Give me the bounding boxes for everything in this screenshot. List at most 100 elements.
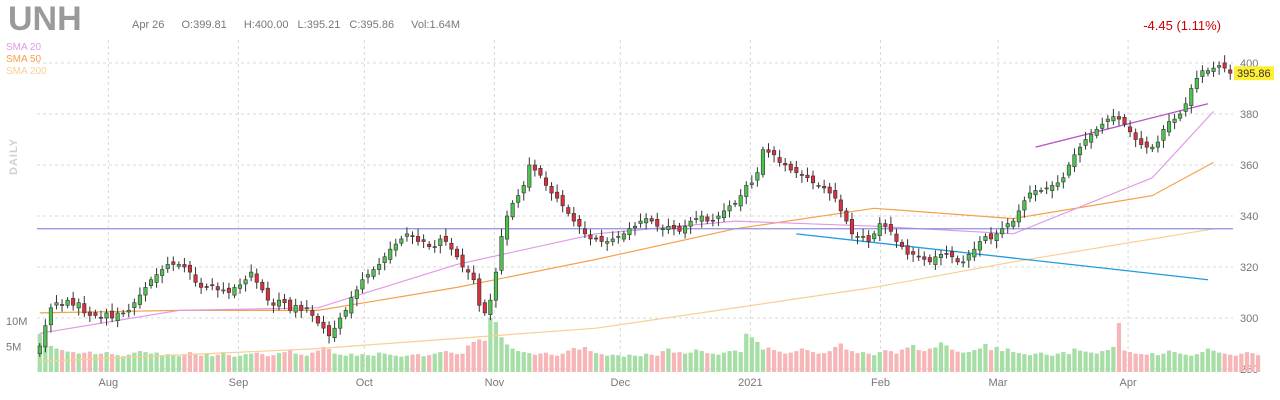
candle-body	[938, 253, 943, 258]
volume-tick-label: 10M	[6, 316, 27, 328]
volume-bar	[1089, 352, 1094, 372]
candle-body	[421, 239, 426, 242]
candle-body	[505, 215, 510, 240]
volume-bar	[866, 353, 871, 372]
volume-bar	[1061, 352, 1066, 372]
volume-bar	[1239, 353, 1244, 372]
candle-body	[916, 255, 921, 258]
candle-body	[816, 185, 821, 187]
volume-bar	[799, 348, 804, 372]
volume-bar	[593, 353, 599, 372]
candle-body	[149, 279, 154, 286]
volume-bar	[532, 354, 537, 372]
candle-body	[232, 287, 237, 296]
candle-body	[710, 219, 715, 222]
candle-body	[260, 281, 265, 291]
volume-bar	[1083, 351, 1088, 372]
volume-bar	[210, 356, 215, 372]
candle-body	[783, 163, 788, 166]
volume-bar	[1005, 348, 1010, 372]
volume-bar	[638, 356, 643, 372]
volume-bar	[143, 352, 148, 372]
candle-body	[838, 199, 843, 212]
volume-bar	[666, 348, 671, 372]
volume-bar	[371, 355, 376, 372]
volume-bar	[260, 354, 265, 372]
volume-bar	[1077, 350, 1083, 372]
volume-bar	[1016, 353, 1021, 372]
volume-bar	[360, 354, 365, 372]
candle-body	[794, 167, 799, 173]
volume-bar	[560, 353, 565, 372]
volume-bar	[1228, 354, 1233, 372]
volume-bar	[315, 350, 321, 372]
candle-body	[1033, 190, 1038, 196]
candle-body	[143, 287, 148, 296]
volume-bar	[304, 355, 309, 372]
candle-body	[1194, 78, 1199, 89]
volume-bar	[1216, 352, 1222, 372]
volume-bar	[1000, 351, 1005, 372]
volume-bar	[488, 317, 493, 372]
volume-bar	[148, 353, 154, 372]
volume-bar	[276, 353, 282, 372]
candle-body	[1217, 65, 1222, 68]
candle-body	[110, 310, 115, 319]
candle-body	[621, 233, 626, 240]
candle-body	[471, 272, 476, 281]
candle-body	[126, 310, 131, 313]
volume-bar	[521, 352, 526, 372]
candle-body	[666, 225, 671, 230]
volume-bar	[182, 354, 187, 372]
candle-body	[849, 219, 854, 235]
candle-body	[994, 233, 999, 242]
candle-body	[160, 269, 165, 276]
x-tick-label: Feb	[871, 377, 890, 389]
candle-body	[165, 264, 170, 269]
volume-bar	[877, 352, 882, 372]
candle-body	[516, 195, 521, 203]
candle-body	[193, 274, 198, 283]
sma50-line	[39, 161, 1214, 314]
volume-bar	[365, 355, 371, 372]
candle-body	[1172, 118, 1177, 123]
volume-bar	[187, 352, 193, 372]
volume-bar	[137, 351, 143, 372]
volume-bar	[927, 348, 932, 372]
x-tick-label: Sep	[229, 377, 249, 389]
candle-body	[276, 299, 282, 307]
candle-body	[627, 228, 632, 236]
volume-bar	[287, 349, 293, 372]
volume-bar	[860, 352, 866, 372]
volume-bar	[504, 344, 510, 372]
x-tick-label: Nov	[485, 377, 505, 389]
candle-body	[911, 251, 916, 255]
candle-body	[1178, 113, 1183, 119]
volume-bar	[644, 353, 649, 372]
candle-body	[427, 243, 432, 247]
candle-body	[1077, 146, 1083, 156]
candle-body	[1061, 177, 1066, 183]
candle-body	[521, 185, 526, 194]
volume-bar	[933, 347, 938, 372]
volume-bar	[1055, 353, 1060, 372]
volume-bar	[82, 352, 87, 372]
volume-bar	[1050, 355, 1055, 372]
candle-body	[805, 174, 810, 179]
candle-body	[961, 261, 966, 264]
candle-body	[1011, 220, 1016, 227]
candle-body	[93, 312, 98, 316]
candle-body	[888, 224, 893, 232]
candle-body	[1083, 139, 1088, 146]
volume-bar	[1033, 353, 1038, 372]
volume-bar	[104, 352, 109, 372]
candle-body	[404, 233, 409, 237]
volume-bar	[237, 355, 243, 372]
volume-bar	[1189, 355, 1194, 372]
volume-bar	[682, 353, 688, 372]
candle-body	[1039, 190, 1044, 192]
y-tick-label: 340	[1240, 211, 1258, 223]
sma200-line	[39, 228, 1214, 362]
volume-bar	[326, 349, 332, 372]
volume-bar	[1105, 350, 1110, 372]
